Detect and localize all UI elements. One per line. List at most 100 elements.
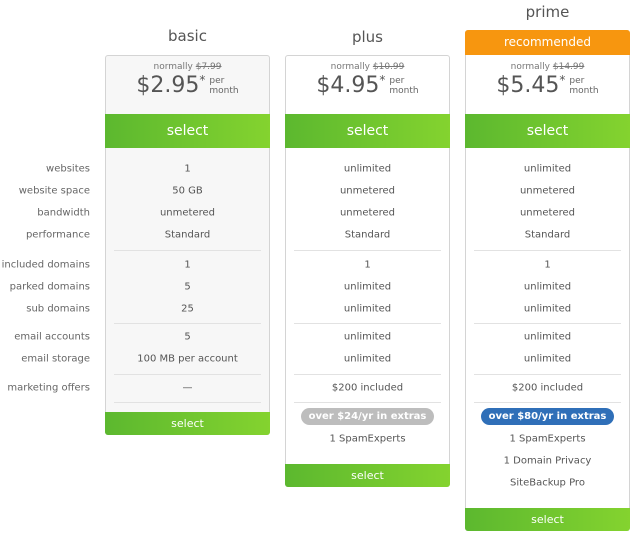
feature-label: marketing offers: [7, 382, 90, 394]
normally-label: normally: [510, 62, 550, 72]
extras-badge: over $80/yr in extras: [481, 408, 614, 425]
select-button-top[interactable]: select: [285, 114, 450, 148]
divider: [294, 374, 441, 375]
select-button-top[interactable]: select: [105, 114, 270, 148]
feature-label: email accounts: [14, 331, 90, 343]
feature-label: websites: [46, 163, 90, 175]
feature-value: 1: [184, 163, 191, 175]
month-label: month: [389, 86, 419, 96]
feature-label: bandwidth: [37, 207, 90, 219]
divider: [474, 402, 621, 403]
feature-value: 1: [184, 259, 191, 271]
plan-card-basic: normally $7.99 $2.95 * per month select 1 50 GB…: [105, 55, 270, 435]
select-button-bottom[interactable]: select: [465, 508, 630, 531]
current-price: $4.95 * per month: [316, 73, 418, 98]
asterisk: *: [379, 73, 386, 87]
select-button-bottom[interactable]: select: [285, 464, 450, 487]
extra-item: 1 Domain Privacy: [503, 455, 592, 467]
divider: [474, 374, 621, 375]
divider: [474, 323, 621, 324]
feature-label: included domains: [1, 259, 90, 271]
normal-price: normally $10.99: [286, 62, 449, 72]
divider: [294, 250, 441, 251]
normally-label: normally: [153, 62, 193, 72]
plan-name: prime: [525, 3, 570, 21]
old-price: $14.99: [552, 62, 585, 72]
feature-value: 5: [184, 331, 191, 343]
plan-name: plus: [351, 28, 383, 46]
extras-badge: over $24/yr in extras: [301, 408, 434, 425]
feature-label: parked domains: [9, 281, 90, 293]
divider: [114, 402, 261, 403]
feature-value: unlimited: [343, 353, 392, 365]
feature-value: 5: [184, 281, 191, 293]
divider: [114, 250, 261, 251]
per-label: per: [389, 76, 405, 86]
per-label: per: [209, 76, 225, 86]
per-month: per month: [389, 76, 418, 96]
feature-value: unmetered: [339, 207, 396, 219]
feature-value: 25: [181, 303, 194, 315]
feature-label: sub domains: [26, 303, 90, 315]
feature-value: 1: [544, 259, 551, 271]
price-block: normally $10.99 $4.95 * per month: [286, 62, 449, 98]
plan-name: basic: [168, 27, 207, 45]
price-value: $4.95: [316, 73, 380, 98]
asterisk: *: [199, 73, 206, 87]
month-label: month: [209, 86, 239, 96]
plan-card-prime: recommended normally $14.99 $5.45 * per month…: [465, 30, 630, 531]
select-button-bottom[interactable]: select: [105, 412, 270, 435]
asterisk: *: [559, 73, 566, 87]
divider: [294, 402, 441, 403]
extra-item: SiteBackup Pro: [510, 477, 585, 489]
feature-value: unmetered: [159, 207, 216, 219]
normal-price: normally $7.99: [106, 62, 269, 72]
feature-value: $200 included: [331, 382, 404, 394]
feature-label: website space: [18, 185, 90, 197]
divider: [474, 250, 621, 251]
divider: [294, 323, 441, 324]
per-month: per month: [569, 76, 598, 96]
feature-value: unlimited: [523, 163, 572, 175]
divider: [114, 374, 261, 375]
feature-value: Standard: [344, 229, 391, 241]
recommended-banner: recommended: [465, 30, 630, 55]
feature-value: 50 GB: [172, 185, 203, 197]
feature-value: unmetered: [519, 185, 576, 197]
normally-label: normally: [330, 62, 370, 72]
price-block: normally $14.99 $5.45 * per month: [466, 62, 629, 98]
per-month: per month: [209, 76, 238, 96]
feature-value: unlimited: [523, 303, 572, 315]
feature-label: performance: [25, 229, 90, 241]
old-price: $7.99: [195, 62, 222, 72]
feature-value: unlimited: [523, 281, 572, 293]
divider: [114, 323, 261, 324]
feature-value: Standard: [524, 229, 571, 241]
feature-value: unmetered: [519, 207, 576, 219]
per-label: per: [569, 76, 585, 86]
feature-value: unlimited: [343, 303, 392, 315]
feature-value: unlimited: [523, 353, 572, 365]
feature-value: 100 MB per account: [137, 353, 238, 365]
feature-value: —: [182, 382, 193, 394]
extra-item: 1 SpamExperts: [329, 433, 406, 445]
feature-value: $200 included: [511, 382, 584, 394]
feature-value: unlimited: [343, 163, 392, 175]
extra-item: 1 SpamExperts: [509, 433, 586, 445]
feature-value: unlimited: [343, 331, 392, 343]
feature-value: 1: [364, 259, 371, 271]
current-price: $2.95 * per month: [136, 73, 238, 98]
plan-card-plus: normally $10.99 $4.95 * per month select unlim…: [285, 55, 450, 487]
feature-value: unlimited: [343, 281, 392, 293]
price-value: $2.95: [136, 73, 200, 98]
normal-price: normally $14.99: [466, 62, 629, 72]
feature-value: unmetered: [339, 185, 396, 197]
month-label: month: [569, 86, 599, 96]
price-block: normally $7.99 $2.95 * per month: [106, 62, 269, 98]
feature-value: unlimited: [523, 331, 572, 343]
feature-label: email storage: [21, 353, 90, 365]
price-value: $5.45: [496, 73, 560, 98]
feature-value: Standard: [164, 229, 211, 241]
current-price: $5.45 * per month: [496, 73, 598, 98]
select-button-top[interactable]: select: [465, 114, 630, 148]
